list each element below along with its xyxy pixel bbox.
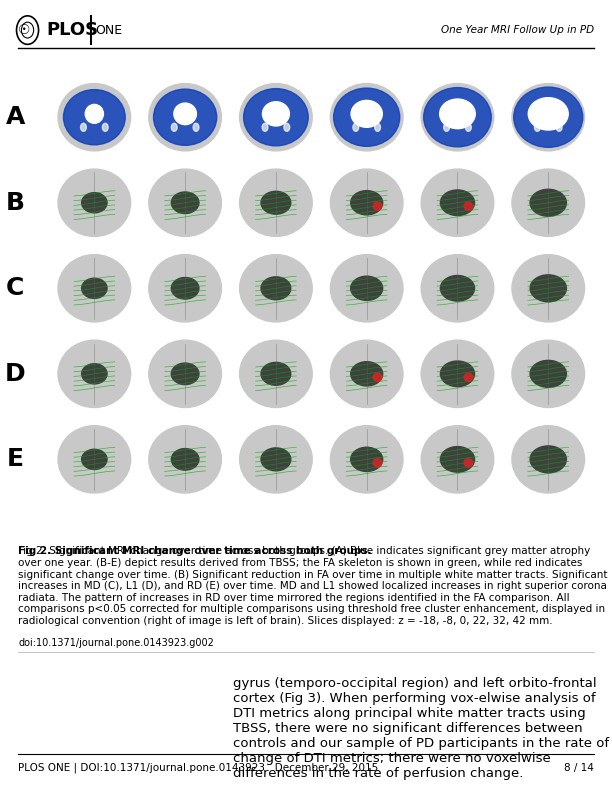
- Text: B: B: [6, 191, 25, 215]
- Ellipse shape: [149, 83, 222, 150]
- Ellipse shape: [81, 192, 107, 213]
- Ellipse shape: [421, 83, 494, 150]
- Ellipse shape: [464, 459, 472, 466]
- Text: Fig 2. Significant MRI change over time across both groups. (A) Blue indicates s: Fig 2. Significant MRI change over time …: [18, 546, 608, 626]
- Ellipse shape: [441, 361, 474, 386]
- Text: Fig 2. Significant MRI change over time across both groups.: Fig 2. Significant MRI change over time …: [18, 546, 372, 557]
- Ellipse shape: [351, 276, 382, 300]
- Ellipse shape: [284, 124, 289, 131]
- Ellipse shape: [262, 124, 268, 131]
- Ellipse shape: [528, 97, 568, 130]
- Ellipse shape: [353, 124, 359, 131]
- Text: PLOS: PLOS: [46, 21, 98, 39]
- Ellipse shape: [81, 449, 107, 470]
- Ellipse shape: [512, 425, 584, 493]
- Ellipse shape: [421, 169, 494, 236]
- Ellipse shape: [240, 169, 312, 236]
- Ellipse shape: [171, 277, 199, 299]
- Ellipse shape: [351, 447, 382, 471]
- Ellipse shape: [81, 364, 107, 384]
- Ellipse shape: [330, 169, 403, 236]
- Text: doi:10.1371/journal.pone.0143923.g002: doi:10.1371/journal.pone.0143923.g002: [18, 638, 214, 648]
- Ellipse shape: [330, 255, 403, 322]
- Ellipse shape: [351, 101, 382, 128]
- Ellipse shape: [58, 340, 131, 407]
- Ellipse shape: [261, 277, 291, 299]
- Ellipse shape: [351, 362, 382, 386]
- Text: ☉: ☉: [18, 23, 31, 37]
- Ellipse shape: [441, 447, 474, 472]
- Ellipse shape: [556, 124, 562, 131]
- Ellipse shape: [512, 83, 584, 150]
- Ellipse shape: [421, 255, 494, 322]
- Text: gyrus (temporo-occipital region) and left orbito-frontal cortex (Fig 3). When pe: gyrus (temporo-occipital region) and lef…: [233, 677, 609, 780]
- Ellipse shape: [464, 202, 472, 210]
- Ellipse shape: [149, 255, 222, 322]
- Ellipse shape: [534, 124, 540, 131]
- Ellipse shape: [464, 373, 472, 381]
- Ellipse shape: [421, 340, 494, 407]
- Text: A: A: [6, 105, 25, 129]
- Text: E: E: [7, 447, 24, 471]
- Ellipse shape: [466, 124, 471, 131]
- Ellipse shape: [375, 124, 381, 131]
- Ellipse shape: [530, 446, 567, 473]
- Ellipse shape: [444, 124, 449, 131]
- Ellipse shape: [102, 124, 108, 131]
- Ellipse shape: [81, 278, 107, 299]
- Ellipse shape: [512, 255, 584, 322]
- Ellipse shape: [351, 191, 382, 215]
- Ellipse shape: [240, 83, 312, 150]
- Ellipse shape: [149, 169, 222, 236]
- Ellipse shape: [58, 425, 131, 493]
- Ellipse shape: [171, 124, 177, 131]
- Ellipse shape: [240, 425, 312, 493]
- Ellipse shape: [441, 190, 474, 215]
- Ellipse shape: [64, 89, 125, 145]
- Ellipse shape: [261, 448, 291, 470]
- Ellipse shape: [244, 89, 308, 146]
- Ellipse shape: [441, 276, 474, 301]
- Ellipse shape: [373, 373, 382, 381]
- Ellipse shape: [81, 124, 86, 131]
- Ellipse shape: [154, 89, 217, 145]
- Ellipse shape: [174, 103, 196, 124]
- Text: D: D: [5, 362, 26, 386]
- Ellipse shape: [334, 88, 400, 147]
- Ellipse shape: [171, 448, 199, 470]
- Ellipse shape: [512, 340, 584, 407]
- Ellipse shape: [193, 124, 199, 131]
- Ellipse shape: [58, 83, 131, 150]
- Ellipse shape: [373, 459, 382, 466]
- Ellipse shape: [240, 255, 312, 322]
- Text: 8 / 14: 8 / 14: [564, 763, 594, 773]
- Ellipse shape: [149, 340, 222, 407]
- Ellipse shape: [261, 363, 291, 385]
- Ellipse shape: [240, 340, 312, 407]
- Ellipse shape: [512, 169, 584, 236]
- Ellipse shape: [261, 192, 291, 214]
- Ellipse shape: [530, 275, 567, 302]
- Ellipse shape: [149, 425, 222, 493]
- Ellipse shape: [58, 255, 131, 322]
- Ellipse shape: [330, 83, 403, 150]
- Ellipse shape: [439, 99, 476, 128]
- Ellipse shape: [513, 87, 583, 147]
- Text: ONE: ONE: [95, 24, 122, 36]
- Ellipse shape: [530, 189, 567, 216]
- Text: One Year MRI Follow Up in PD: One Year MRI Follow Up in PD: [441, 25, 594, 35]
- Ellipse shape: [85, 105, 103, 124]
- Ellipse shape: [171, 363, 199, 385]
- Ellipse shape: [58, 169, 131, 236]
- Ellipse shape: [330, 340, 403, 407]
- Ellipse shape: [263, 101, 289, 126]
- Ellipse shape: [330, 425, 403, 493]
- Ellipse shape: [171, 192, 199, 214]
- Ellipse shape: [421, 425, 494, 493]
- Text: C: C: [6, 276, 24, 300]
- Text: PLOS ONE | DOI:10.1371/journal.pone.0143923   December 29, 2015: PLOS ONE | DOI:10.1371/journal.pone.0143…: [18, 763, 379, 774]
- Ellipse shape: [424, 88, 491, 147]
- Ellipse shape: [530, 360, 567, 387]
- Ellipse shape: [373, 202, 382, 210]
